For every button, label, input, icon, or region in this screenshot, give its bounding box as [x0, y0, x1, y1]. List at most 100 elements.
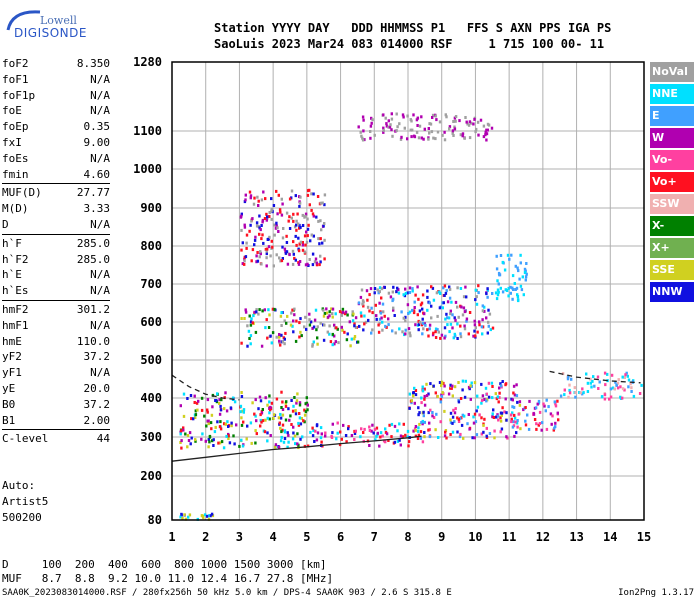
echo-point [311, 252, 315, 256]
echo-point [615, 383, 618, 387]
echo-point [421, 388, 424, 392]
echo-point [440, 380, 444, 384]
echo-point [282, 227, 285, 230]
echo-point [269, 434, 272, 437]
echo-point [279, 416, 283, 420]
echo-point [323, 312, 327, 315]
echo-point [295, 399, 299, 403]
echo-point [279, 314, 283, 318]
param-name: B1 [2, 413, 16, 427]
echo-point [243, 255, 246, 259]
echo-point [459, 133, 462, 137]
param-name: fxI [2, 135, 22, 149]
echo-point [525, 262, 528, 265]
echo-point [417, 136, 421, 140]
echo-point [513, 413, 516, 417]
echo-point [414, 389, 418, 392]
echo-point [379, 310, 382, 314]
echo-point [306, 193, 310, 197]
echo-point [310, 233, 313, 237]
echo-point [254, 398, 257, 402]
echo-point [609, 395, 613, 399]
echo-point [420, 136, 423, 140]
echo-point [298, 416, 302, 420]
echo-point [421, 389, 425, 393]
echo-point [485, 316, 488, 320]
echo-point [389, 295, 393, 299]
echo-point [285, 400, 288, 404]
echo-point [487, 381, 491, 385]
echo-point [268, 406, 271, 410]
echo-point [469, 384, 472, 388]
echo-point [278, 422, 281, 426]
param-value: 0.35 [83, 120, 111, 134]
echo-point [424, 323, 427, 327]
echo-point [360, 427, 363, 431]
muf-distance-row: D 100 200 400 600 800 1000 1500 3000 [km… [2, 558, 327, 571]
echo-point [227, 434, 230, 438]
echo-point [513, 393, 517, 397]
echo-point [268, 211, 271, 214]
echo-point [243, 262, 246, 266]
echo-point [298, 195, 301, 199]
echo-point [255, 310, 258, 314]
echo-point [242, 443, 245, 447]
echo-point [272, 416, 275, 420]
echo-point [485, 393, 488, 396]
echo-point [383, 285, 386, 289]
echo-point [591, 379, 594, 383]
echo-point [524, 275, 528, 279]
echo-point [311, 343, 314, 347]
echo-point [499, 254, 503, 257]
echo-point [427, 428, 430, 432]
echo-point [315, 424, 319, 428]
echo-point [227, 437, 230, 440]
echo-point [251, 217, 254, 221]
echo-point [417, 426, 420, 430]
echo-point [302, 419, 305, 423]
echo-point [262, 190, 265, 194]
echo-point [613, 387, 616, 391]
echo-point [427, 300, 430, 304]
echo-point [265, 318, 268, 322]
echo-point [466, 122, 469, 126]
echo-point [258, 255, 261, 259]
echo-point [375, 317, 378, 321]
echo-point [368, 429, 372, 432]
echo-point [216, 420, 219, 424]
echo-point [276, 212, 279, 216]
echo-point [232, 397, 235, 401]
echo-point [368, 293, 371, 297]
echo-point [561, 372, 565, 376]
echo-point [194, 409, 197, 413]
echo-point [257, 407, 260, 411]
echo-point [489, 328, 492, 332]
echo-point [519, 253, 522, 257]
echo-point [244, 310, 248, 314]
echo-point [331, 332, 334, 336]
echo-point [186, 445, 189, 449]
echo-point [296, 432, 299, 436]
echo-point [298, 200, 301, 204]
echo-point [194, 413, 198, 417]
echo-point [404, 332, 407, 336]
echo-point [425, 394, 429, 397]
echo-point [553, 426, 556, 430]
echo-point [306, 234, 309, 238]
echo-point [205, 514, 209, 518]
echo-point [206, 398, 210, 402]
param-row: h`F 285.0 [2, 236, 110, 252]
echo-point [282, 336, 285, 340]
echo-point [313, 260, 317, 264]
echo-point [310, 192, 313, 196]
echo-point [420, 115, 423, 119]
echo-point [259, 262, 263, 266]
legend-item-vo: Vo- [650, 150, 694, 170]
echo-point [475, 302, 479, 306]
param-value: 110.0 [76, 334, 110, 348]
echo-point [469, 121, 473, 125]
echo-point [271, 417, 275, 420]
echo-point [293, 313, 296, 317]
echo-point [378, 286, 382, 290]
echo-point [315, 215, 318, 219]
